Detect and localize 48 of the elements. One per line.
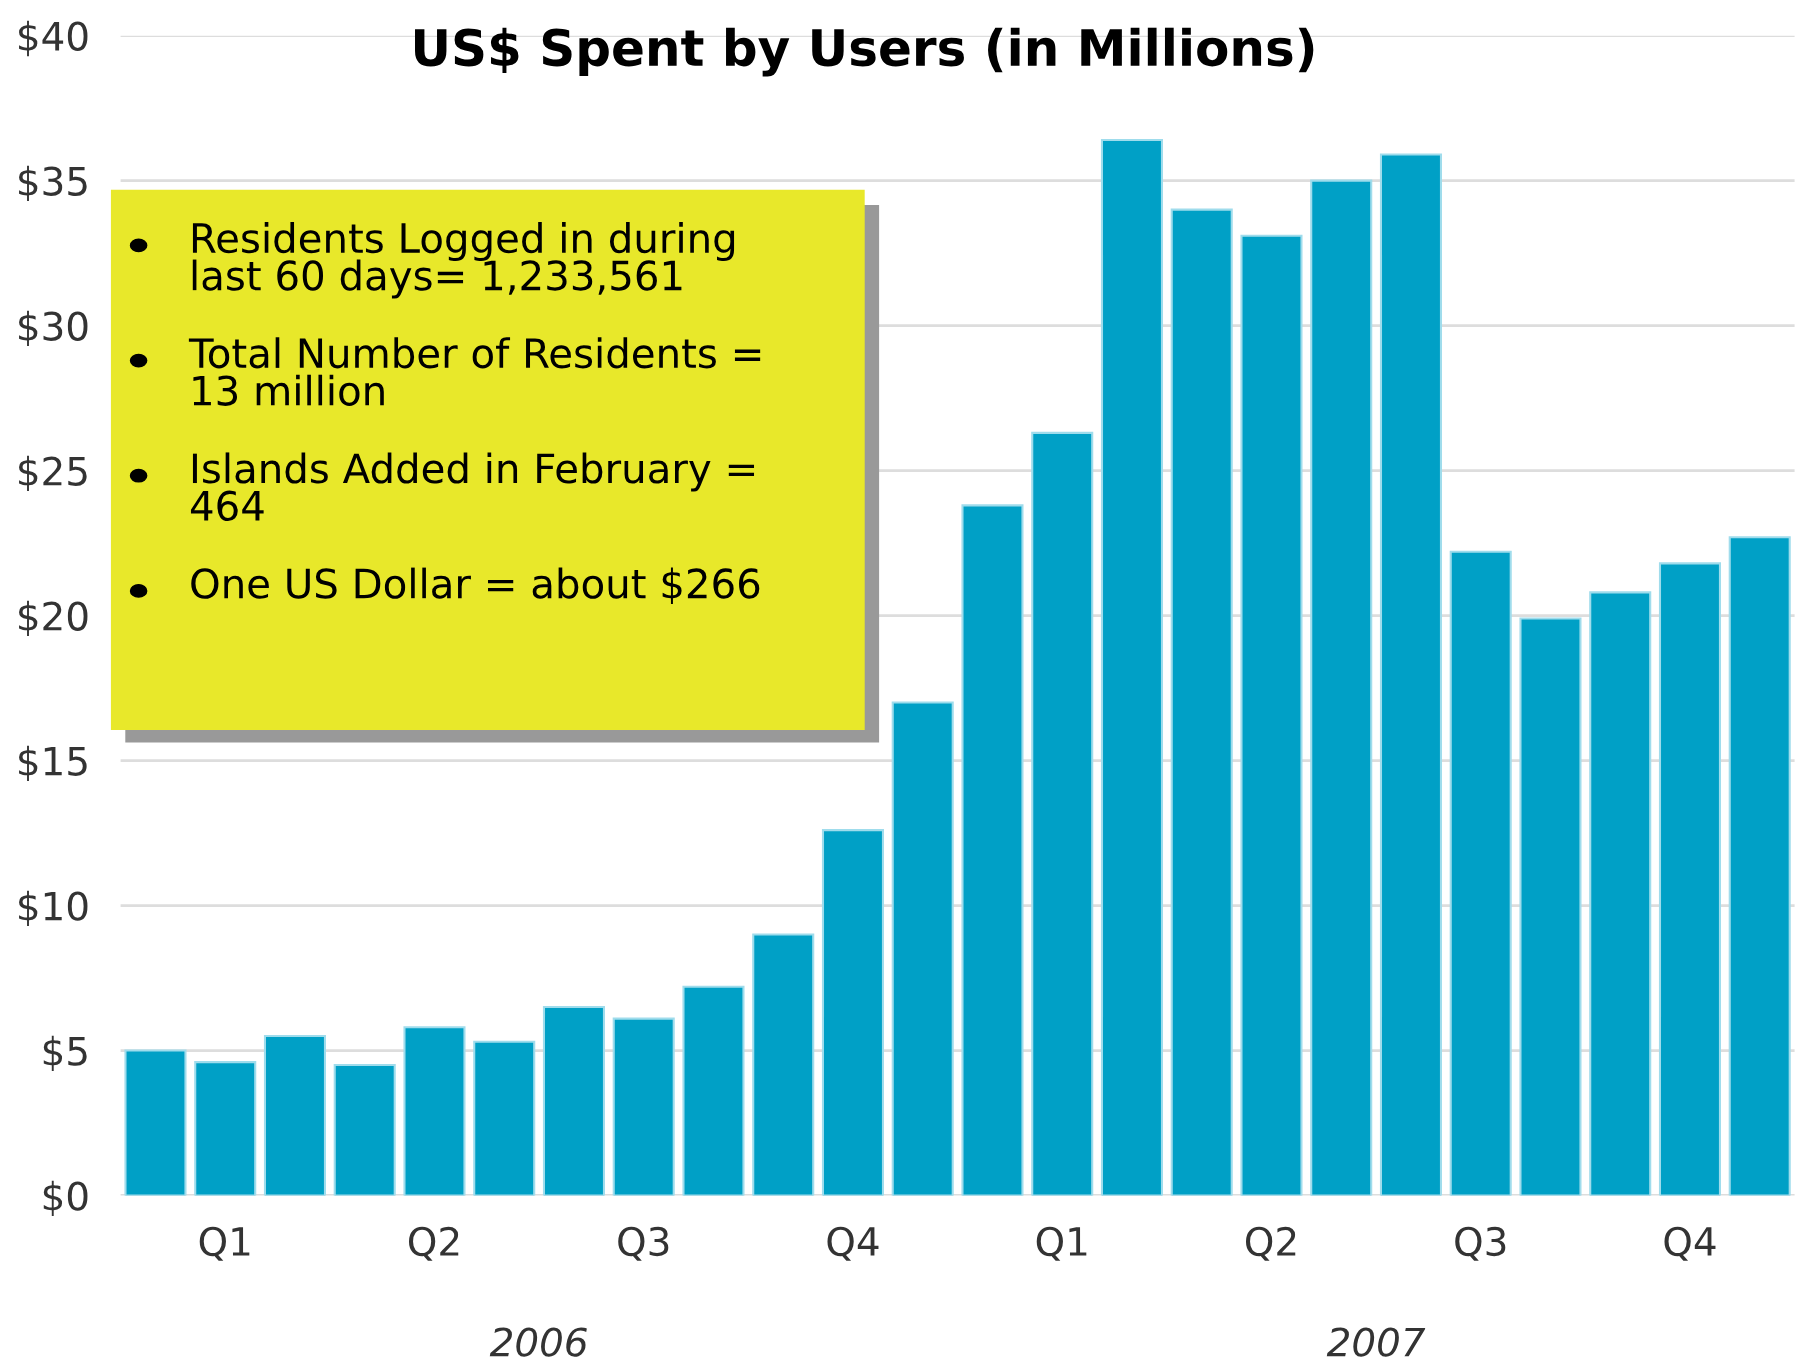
x-tick-label: Q3 — [618, 1226, 669, 1261]
bar — [124, 1049, 187, 1196]
annotation: One US Dollar = about $266 — [191, 567, 760, 605]
bar — [752, 933, 815, 1196]
bar — [263, 1034, 327, 1196]
x-tick-label: Q4 — [827, 1226, 879, 1261]
x-tick-label: Q1 — [1036, 1226, 1087, 1261]
annotation: Residents Logged in during last 60 days= 1,233,561 — [192, 222, 735, 299]
y-tick-label: $0 — [43, 1180, 88, 1216]
y-tick-label: $30 — [19, 310, 88, 347]
y-tick-label: $15 — [19, 745, 87, 782]
bar — [194, 1061, 257, 1196]
text: 2007 — [1326, 1327, 1426, 1357]
bar — [1100, 138, 1164, 1196]
bar — [682, 985, 745, 1196]
bar — [1310, 179, 1373, 1196]
bar — [1728, 536, 1791, 1196]
chart-title: US$ Spent by Users (in Millions) — [415, 27, 1314, 77]
x-tick-label: Q2 — [1245, 1226, 1296, 1261]
y-tick-label: $10 — [19, 890, 88, 927]
bar — [1519, 617, 1582, 1196]
bar — [333, 1063, 396, 1196]
bar — [1589, 591, 1652, 1196]
annotation: Total Number of Residents = 13 million — [188, 337, 761, 406]
annotation: Islands Added in February = 464 — [190, 452, 755, 522]
bar — [1379, 153, 1443, 1196]
text: 2006 — [489, 1327, 587, 1357]
x-tick-label: Q1 — [199, 1226, 250, 1261]
bar — [542, 1005, 606, 1196]
bar — [1449, 550, 1512, 1196]
x-tick-label: Q2 — [408, 1226, 459, 1261]
bar — [891, 701, 954, 1196]
y-tick-label: $40 — [19, 20, 88, 57]
bar — [1031, 431, 1094, 1196]
y-tick-label: $5 — [43, 1035, 87, 1072]
y-tick-label: $25 — [19, 455, 87, 492]
x-tick-label: Q4 — [1664, 1226, 1716, 1261]
bar — [961, 504, 1024, 1196]
bar — [612, 1017, 675, 1196]
bar — [821, 829, 885, 1196]
bar — [473, 1040, 536, 1196]
bar — [403, 1026, 466, 1196]
x-tick-label: Q3 — [1455, 1226, 1506, 1261]
bar — [1658, 562, 1722, 1196]
y-tick-label: $35 — [19, 165, 87, 202]
y-tick-label: $20 — [19, 600, 88, 637]
bar — [1240, 234, 1303, 1196]
bar — [1170, 208, 1233, 1196]
